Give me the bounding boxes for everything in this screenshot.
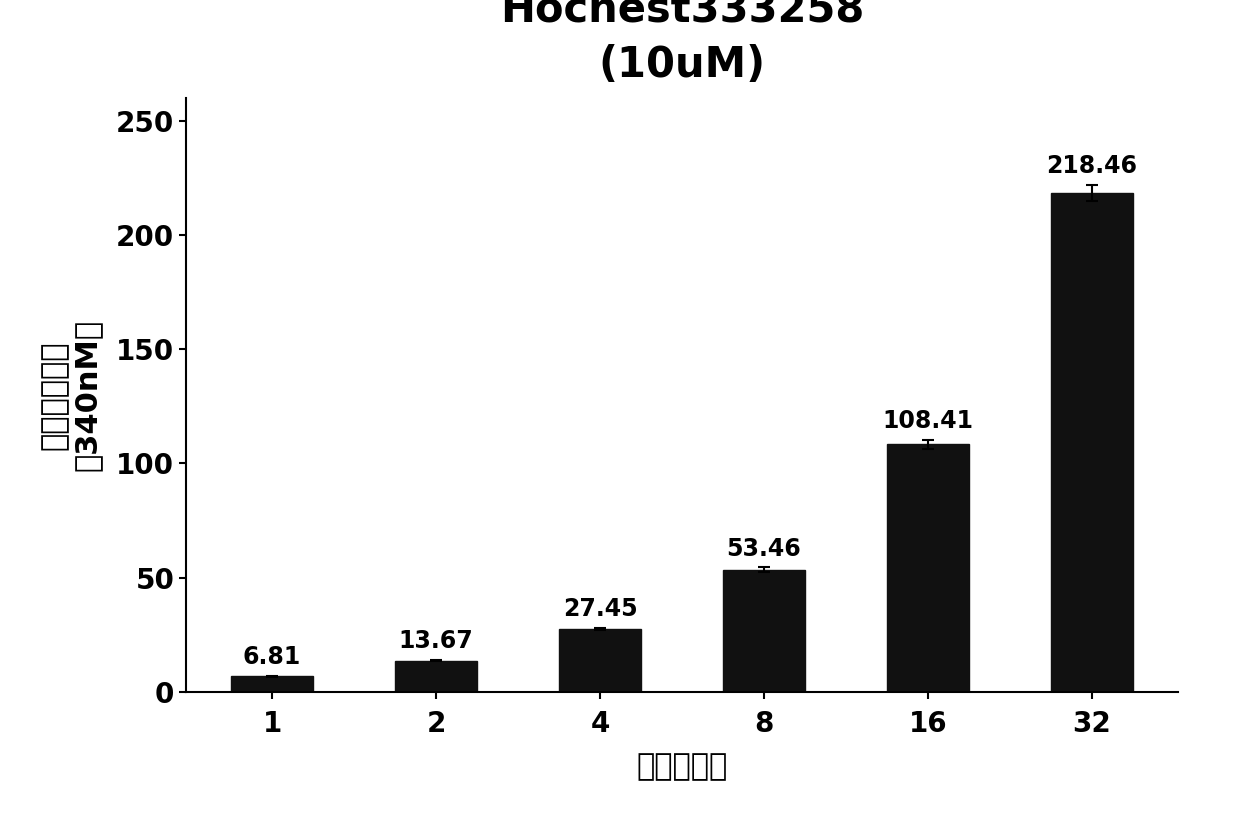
Y-axis label: 相对荧光强度
（340nM）: 相对荧光强度 （340nM） [40,319,102,470]
Text: 13.67: 13.67 [399,629,474,653]
Text: 27.45: 27.45 [563,597,637,621]
Bar [723,570,805,692]
Text: 53.46: 53.46 [727,536,801,561]
Bar [396,661,477,692]
Text: 108.41: 108.41 [883,409,973,433]
Text: 6.81: 6.81 [243,645,301,669]
Text: 218.46: 218.46 [1047,154,1137,177]
Bar [887,444,968,692]
Bar [1052,193,1133,692]
Title: Hochest333258
(10uM): Hochest333258 (10uM) [500,0,864,85]
X-axis label: 相对细胞数: 相对细胞数 [636,752,728,781]
Bar [559,629,641,692]
Bar [231,676,312,692]
